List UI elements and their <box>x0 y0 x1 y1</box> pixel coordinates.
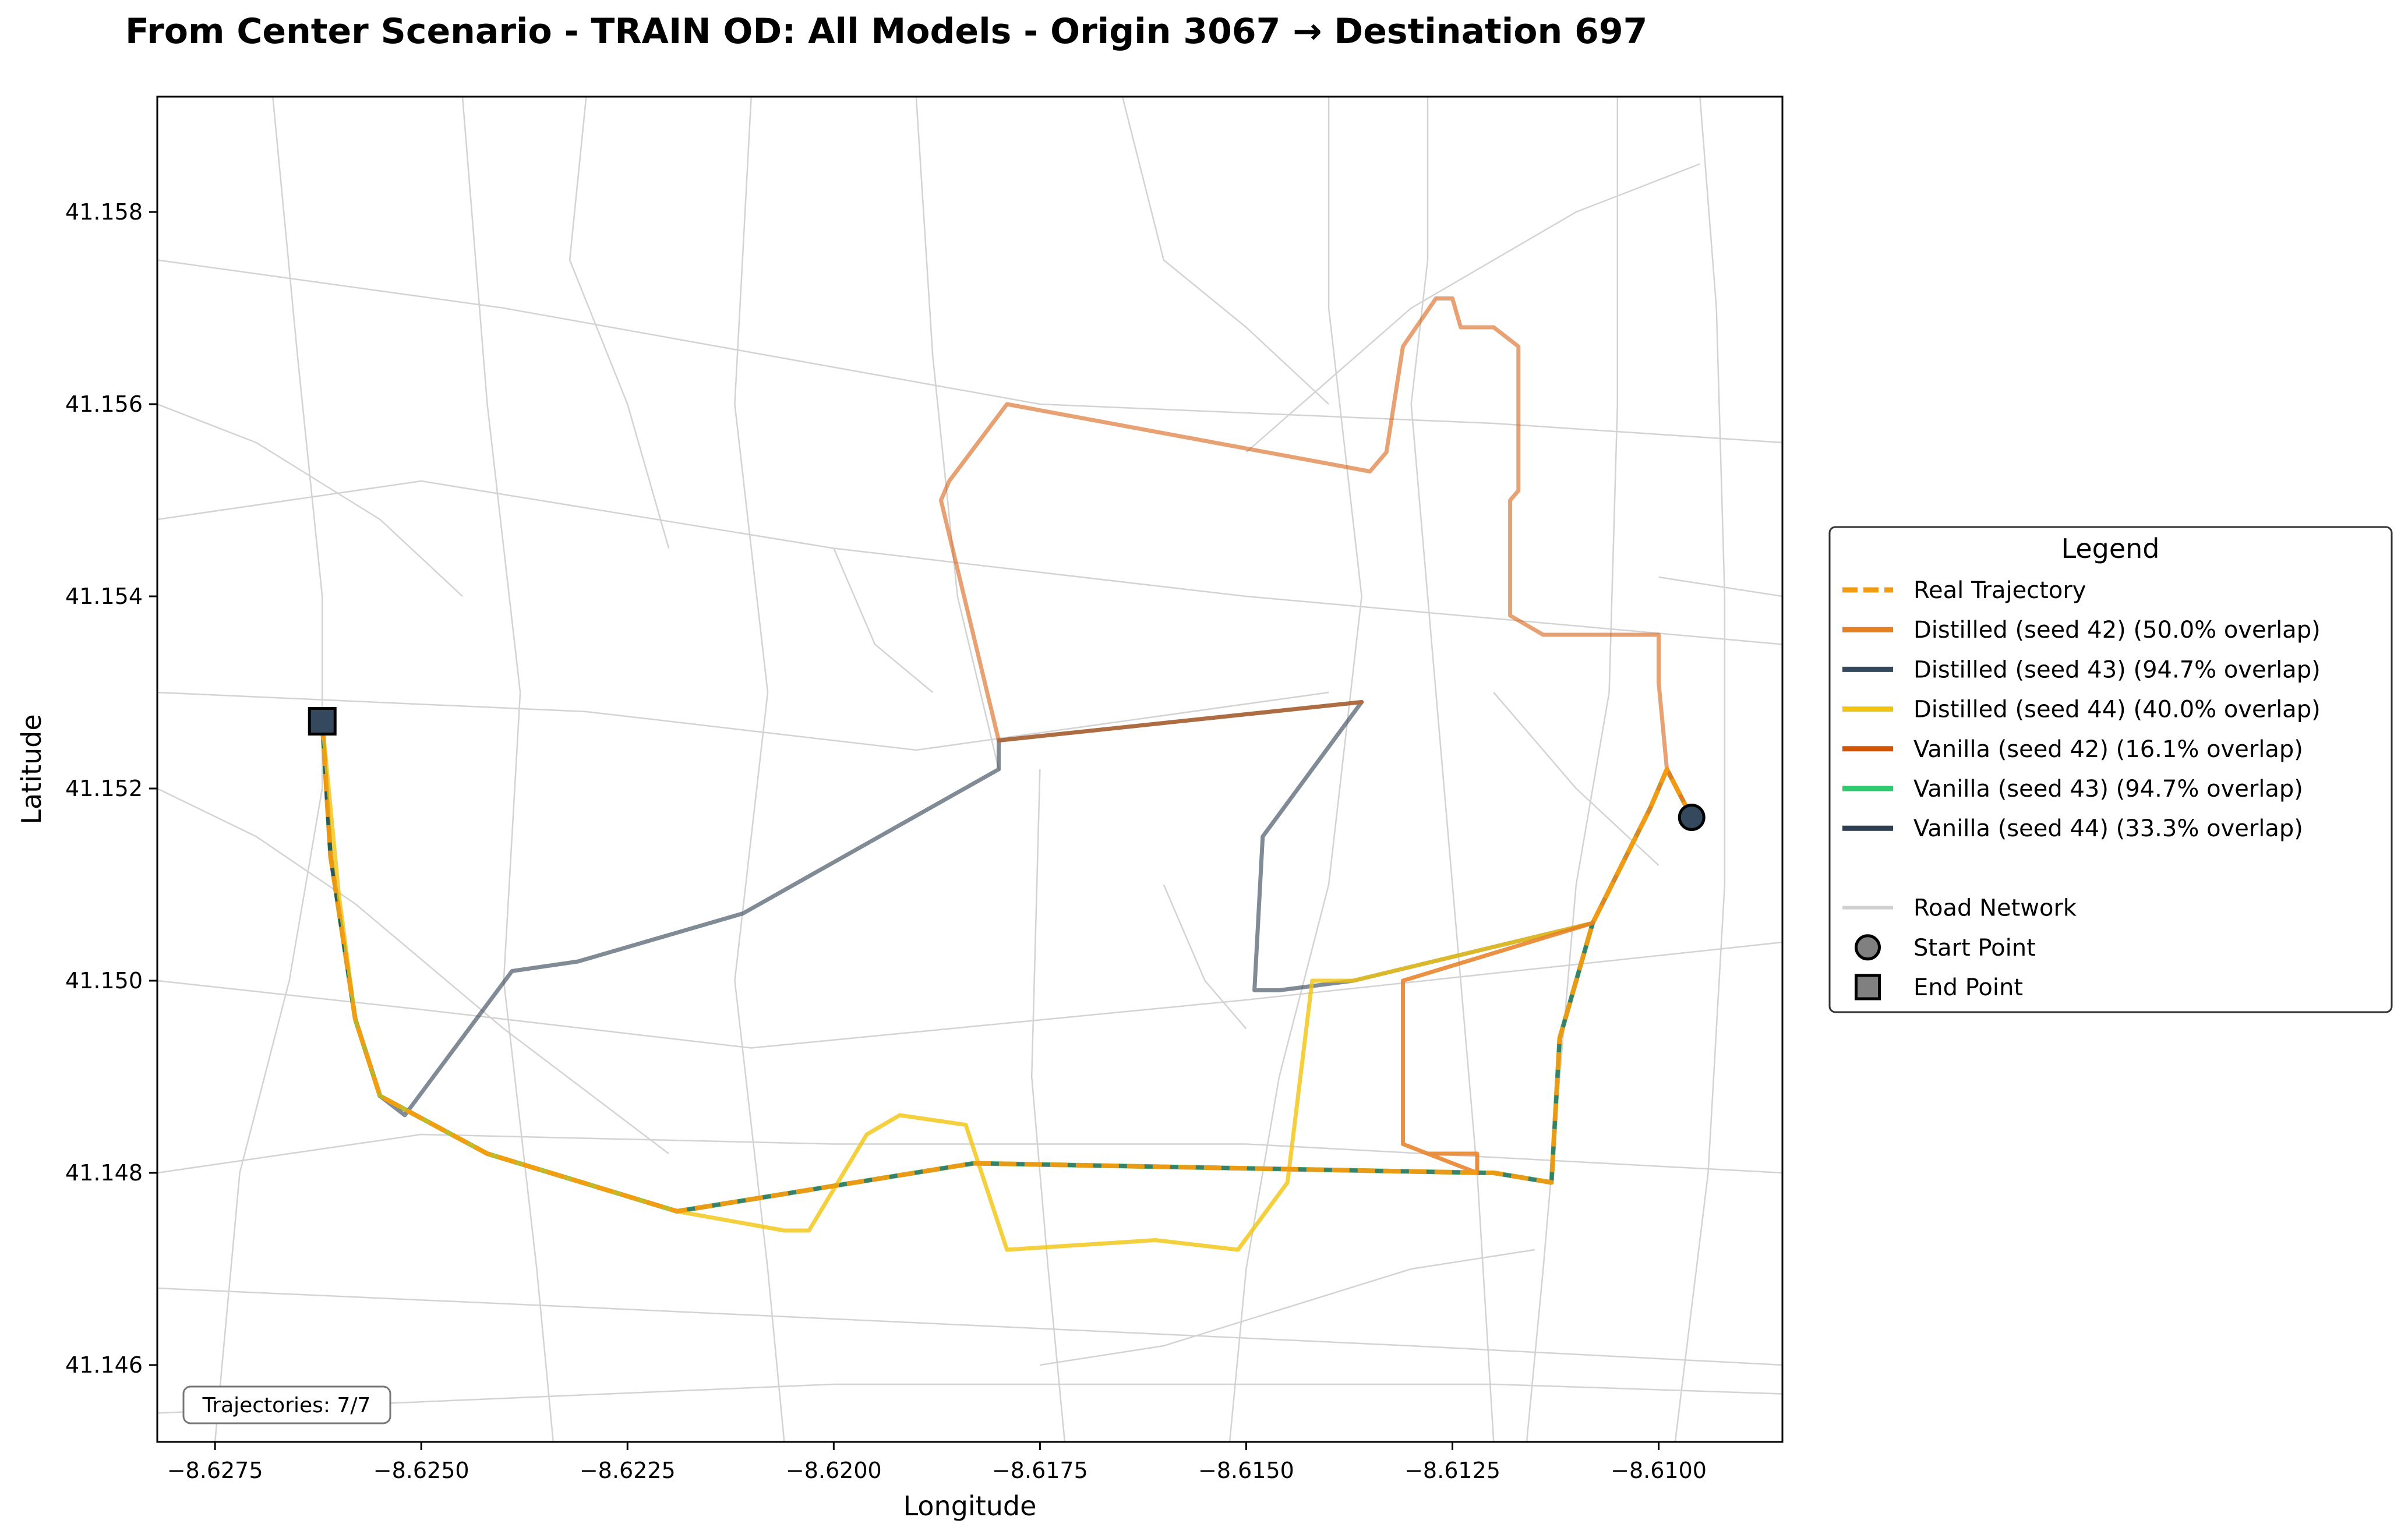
legend-label: Distilled (seed 42) (50.0% overlap) <box>1913 617 2321 644</box>
road-segment <box>1410 97 1495 1442</box>
y-tick-label: 41.152 <box>65 776 143 801</box>
legend: Legend Real Trajectory Distilled (seed 42… <box>1828 526 2393 1013</box>
x-axis-ticks: −8.6275 −8.6250 −8.6225 −8.6200 −8.6175 −8.61… <box>167 1442 1707 1483</box>
road-segment <box>1674 97 1726 1442</box>
road-segment <box>1526 97 1619 1442</box>
road-segment <box>461 97 555 1442</box>
plot-area <box>156 96 1784 1443</box>
legend-label: Distilled (seed 44) (40.0% overlap) <box>1913 696 2321 723</box>
series-line-real-trajectory <box>320 721 1694 1214</box>
chart-title: From Center Scenario - TRAIN OD: All Mod… <box>125 11 1647 52</box>
y-tick-label: 41.148 <box>65 1160 143 1186</box>
road-segment <box>157 1383 1782 1414</box>
x-axis-label: Longitude <box>903 1490 1037 1522</box>
road-segment <box>157 259 1782 444</box>
start-point-marker <box>1678 804 1706 831</box>
legend-swatch <box>1855 974 1881 1000</box>
annotation-box <box>182 1385 391 1424</box>
od-markers <box>308 707 1706 831</box>
road-segment <box>1228 97 1362 1442</box>
y-tick-label: 41.158 <box>65 199 143 225</box>
legend-label: Vanilla (seed 43) (94.7% overlap) <box>1913 776 2303 802</box>
legend-label: End Point <box>1913 974 2023 1001</box>
x-tick-label: −8.6250 <box>373 1458 469 1483</box>
road-segment <box>1040 1249 1535 1366</box>
road-segment <box>915 97 1000 770</box>
legend-title: Legend <box>2061 533 2160 564</box>
legend-label: Vanilla (seed 42) (16.1% overlap) <box>1913 736 2303 763</box>
road-segment <box>833 548 934 693</box>
x-tick-label: −8.6225 <box>580 1458 676 1483</box>
annotation-text: Trajectories: 7/7 <box>202 1394 371 1417</box>
road-segment <box>569 97 670 549</box>
road-segment <box>157 941 1782 1049</box>
road-segment <box>157 787 669 1154</box>
x-tick-label: −8.6125 <box>1404 1458 1500 1483</box>
x-tick-label: −8.6150 <box>1198 1458 1294 1483</box>
road-network <box>157 97 1782 1442</box>
road-segment <box>1658 576 1782 597</box>
road-segment <box>734 97 785 1442</box>
legend-label: Vanilla (seed 44) (33.3% overlap) <box>1913 815 2303 842</box>
x-tick-label: −8.6100 <box>1611 1458 1707 1483</box>
x-tick-label: −8.6200 <box>786 1458 882 1483</box>
legend-swatch <box>1855 934 1881 961</box>
plot-frame <box>156 96 1784 1443</box>
legend-box <box>1828 526 2393 1013</box>
trajectory-count-annotation: Trajectories: 7/7 <box>182 1385 391 1424</box>
plot-background <box>157 97 1782 1442</box>
road-segment <box>1030 769 1066 1442</box>
end-point-marker <box>308 707 337 736</box>
series-line-distilled-seed-42-50-0-overlap <box>1401 767 1694 1175</box>
legend-label: Distilled (seed 43) (94.7% overlap) <box>1913 656 2321 683</box>
legend-label: Start Point <box>1913 935 2036 961</box>
road-segment <box>1245 163 1700 453</box>
y-tick-label: 41.154 <box>65 584 143 609</box>
trajectory-series <box>320 296 1694 1252</box>
road-segment <box>1493 692 1660 866</box>
series-line-vanilla-seed-42-16-1-overlap <box>938 296 1694 819</box>
y-tick-label: 41.150 <box>65 968 143 993</box>
y-tick-label: 41.146 <box>65 1352 143 1378</box>
road-segment <box>157 691 1329 751</box>
legend-label: Road Network <box>1913 895 2077 922</box>
road-segment <box>157 403 463 597</box>
y-tick-label: 41.156 <box>65 391 143 417</box>
legend-entries: Real Trajectory Distilled (seed 42) (50.0… <box>1842 577 2321 1001</box>
road-segment <box>214 97 323 1442</box>
legend-label: Real Trajectory <box>1913 577 2086 604</box>
y-axis-ticks: 41.146 41.148 41.150 41.152 41.154 41.156 41.1… <box>65 199 157 1378</box>
y-axis-label: Latitude <box>16 714 47 824</box>
road-segment <box>1121 97 1329 405</box>
road-segment <box>1163 884 1247 1030</box>
x-tick-label: −8.6275 <box>167 1458 263 1483</box>
x-tick-label: −8.6175 <box>992 1458 1088 1483</box>
